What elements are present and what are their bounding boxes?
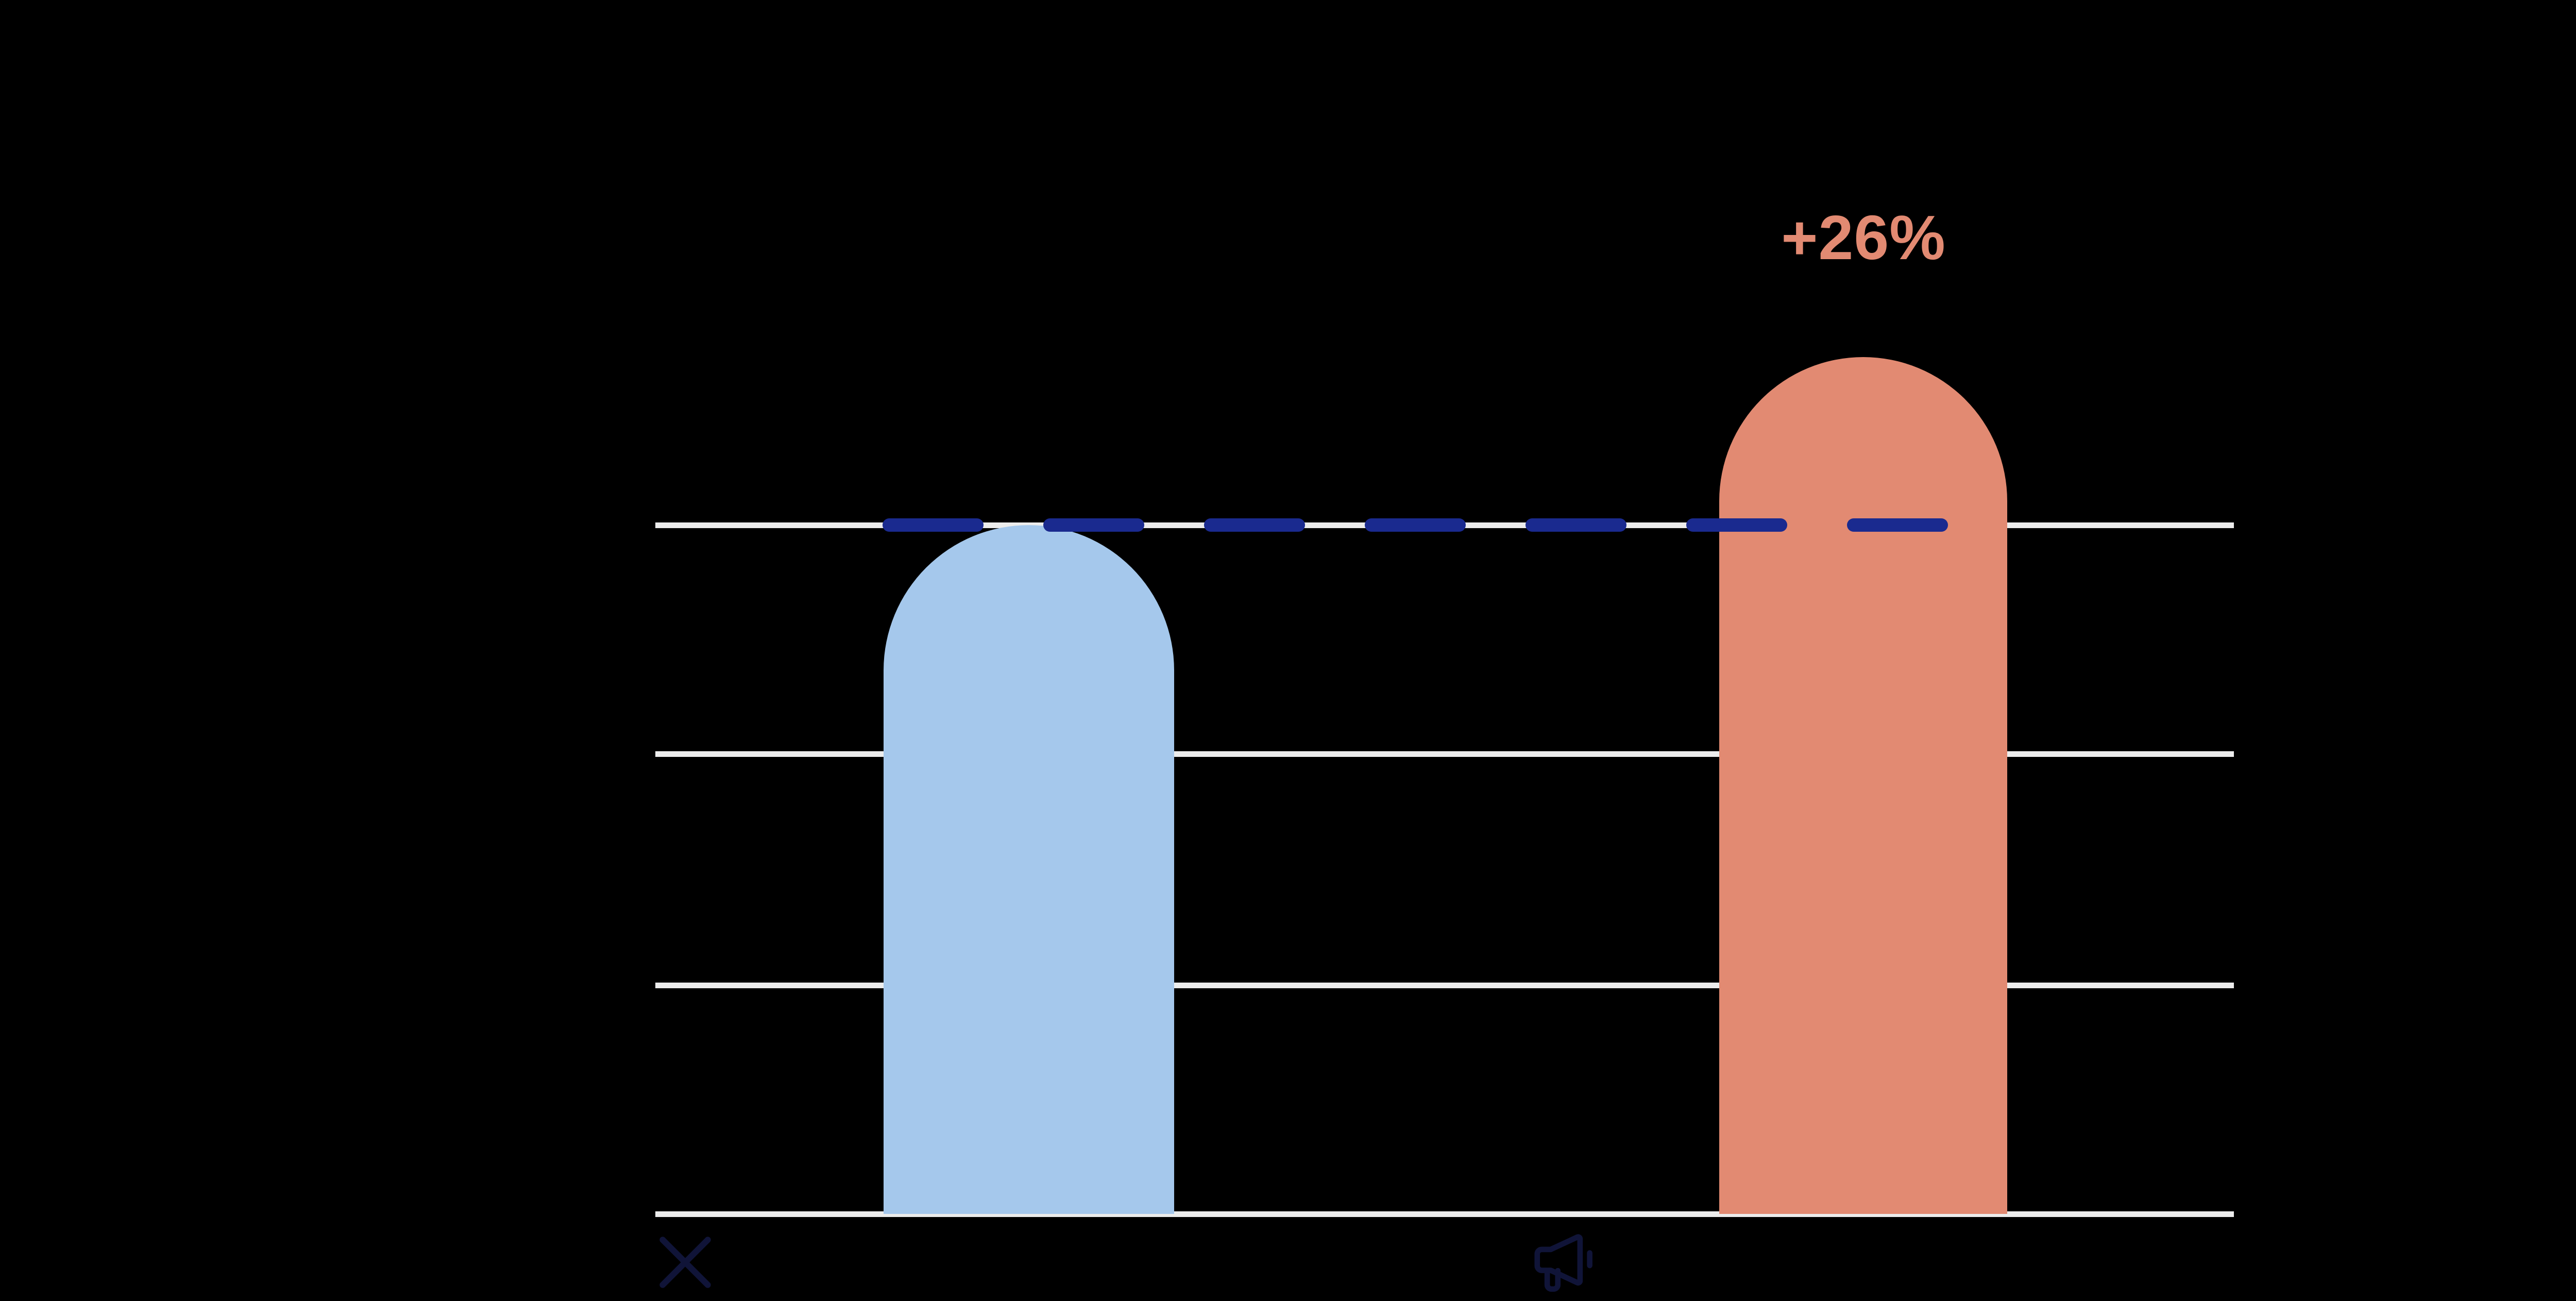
close-x-icon-glyph bbox=[659, 1237, 711, 1288]
bar-baseline-shape bbox=[884, 525, 1174, 1214]
axis-baseline bbox=[655, 1211, 2234, 1217]
reference-line bbox=[883, 518, 2008, 532]
megaphone-icon[interactable] bbox=[1528, 1220, 1605, 1297]
bar-uplift-shape bbox=[1719, 357, 2007, 1214]
delta-percent-label: +26% bbox=[1781, 202, 1946, 273]
reference-line-svg bbox=[883, 518, 2008, 532]
bar-uplift[interactable] bbox=[1719, 357, 2007, 1214]
bar-baseline[interactable] bbox=[884, 525, 1174, 1214]
close-x-icon[interactable] bbox=[647, 1224, 724, 1301]
megaphone-icon-glyph bbox=[1534, 1234, 1592, 1292]
gridline-3 bbox=[655, 983, 2234, 988]
gridline-2 bbox=[655, 751, 2234, 757]
